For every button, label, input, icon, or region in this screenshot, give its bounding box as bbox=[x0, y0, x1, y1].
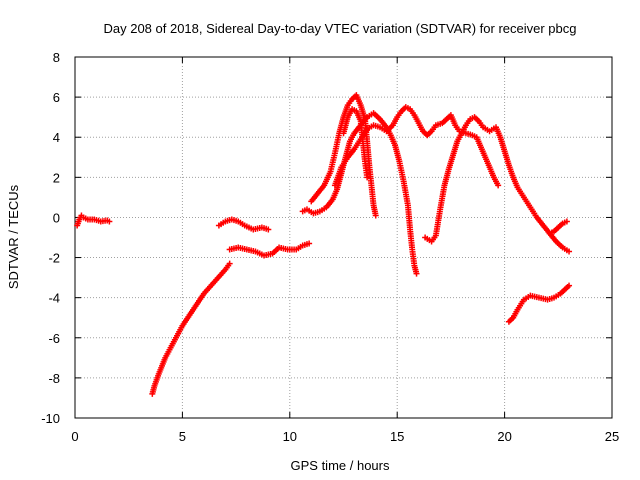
data-point-marker bbox=[265, 226, 272, 233]
series-arc6 bbox=[308, 92, 379, 219]
series-arc9 bbox=[422, 114, 573, 255]
series-arc7 bbox=[340, 106, 371, 181]
series-arc4 bbox=[226, 240, 313, 259]
data-point-marker bbox=[566, 248, 573, 255]
x-tick-label: 5 bbox=[179, 429, 186, 444]
x-tick-label: 0 bbox=[71, 429, 78, 444]
y-tick-label: 4 bbox=[53, 130, 60, 145]
chart-title: Day 208 of 2018, Sidereal Day-to-day VTE… bbox=[103, 21, 576, 36]
data-point-marker bbox=[413, 270, 420, 277]
y-tick-label: -4 bbox=[48, 291, 60, 306]
y-tick-label: -6 bbox=[48, 331, 60, 346]
y-tick-label: -8 bbox=[48, 371, 60, 386]
series-arc3 bbox=[215, 216, 272, 233]
x-tick-label: 20 bbox=[497, 429, 511, 444]
data-point-marker bbox=[306, 240, 313, 247]
y-tick-label: -2 bbox=[48, 251, 60, 266]
x-tick-labels: 0 5 10 15 20 25 bbox=[71, 429, 619, 444]
series-arc5 bbox=[299, 110, 420, 277]
y-tick-label: 8 bbox=[53, 50, 60, 65]
series-arc1 bbox=[74, 212, 113, 229]
data-point-marker bbox=[106, 218, 113, 225]
data-point-marker bbox=[495, 182, 502, 189]
x-tick-label: 25 bbox=[605, 429, 619, 444]
data-point-marker bbox=[372, 212, 379, 219]
data-point-marker bbox=[364, 174, 371, 181]
x-tick-label: 15 bbox=[390, 429, 404, 444]
x-tick-label: 10 bbox=[283, 429, 297, 444]
series-arc10 bbox=[546, 218, 570, 237]
plot-frame bbox=[74, 56, 613, 419]
y-axis-label: SDTVAR / TECUs bbox=[6, 184, 21, 289]
data-series bbox=[74, 92, 573, 397]
y-tick-label: 2 bbox=[53, 170, 60, 185]
y-tick-labels: -10 -8 -6 -4 -2 0 2 4 6 8 bbox=[41, 50, 60, 426]
y-tick-label: 0 bbox=[53, 210, 60, 225]
y-tick-label: 6 bbox=[53, 90, 60, 105]
data-point-marker bbox=[226, 260, 233, 267]
series-arc11 bbox=[505, 282, 573, 325]
data-point-marker bbox=[563, 218, 570, 225]
axis-ticks bbox=[74, 56, 613, 419]
x-axis-label: GPS time / hours bbox=[291, 458, 390, 473]
data-point-marker bbox=[566, 282, 573, 289]
series-arc2 bbox=[149, 260, 233, 397]
y-tick-label: -10 bbox=[41, 411, 60, 426]
